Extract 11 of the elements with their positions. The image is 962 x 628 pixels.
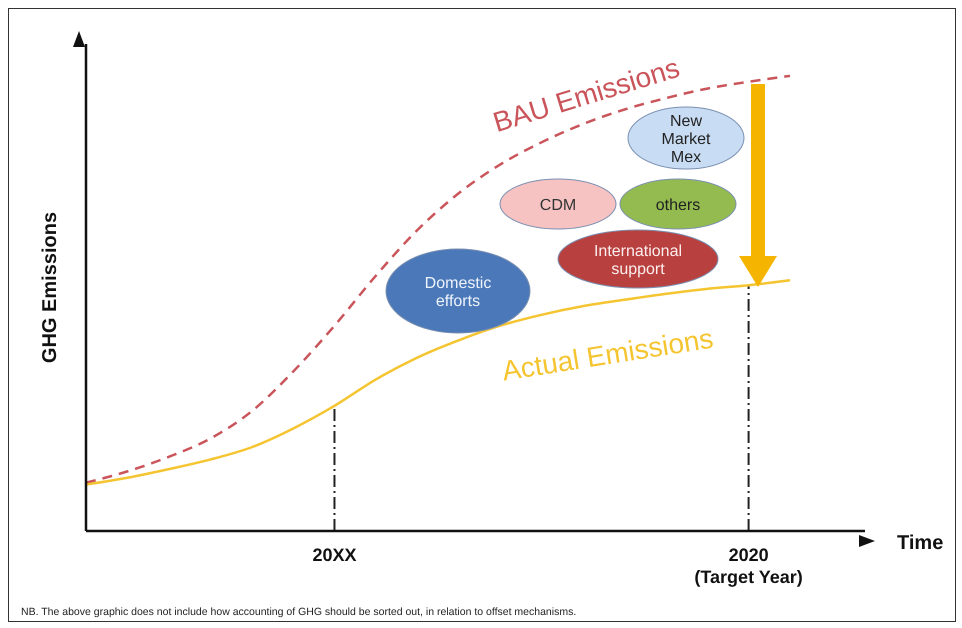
- annotation: New Market Mex: [662, 113, 711, 166]
- annotation: International support: [594, 243, 682, 278]
- annotation: others: [656, 197, 700, 214]
- annotation: Domestic efforts: [424, 275, 492, 310]
- text: NB. The above graphic does not include how accounting of GHG should be sorted out, in relation to offset mechanisms.: [21, 606, 576, 618]
- x-tick-label: 2020 (Target Year): [694, 545, 803, 587]
- x-tick-label: 20XX: [312, 545, 356, 565]
- annotation: CDM: [540, 197, 576, 214]
- text: Actual Emissions: [500, 322, 716, 387]
- x-axis-title: Time: [897, 532, 944, 554]
- y-axis-title: GHG Emissions: [39, 212, 62, 364]
